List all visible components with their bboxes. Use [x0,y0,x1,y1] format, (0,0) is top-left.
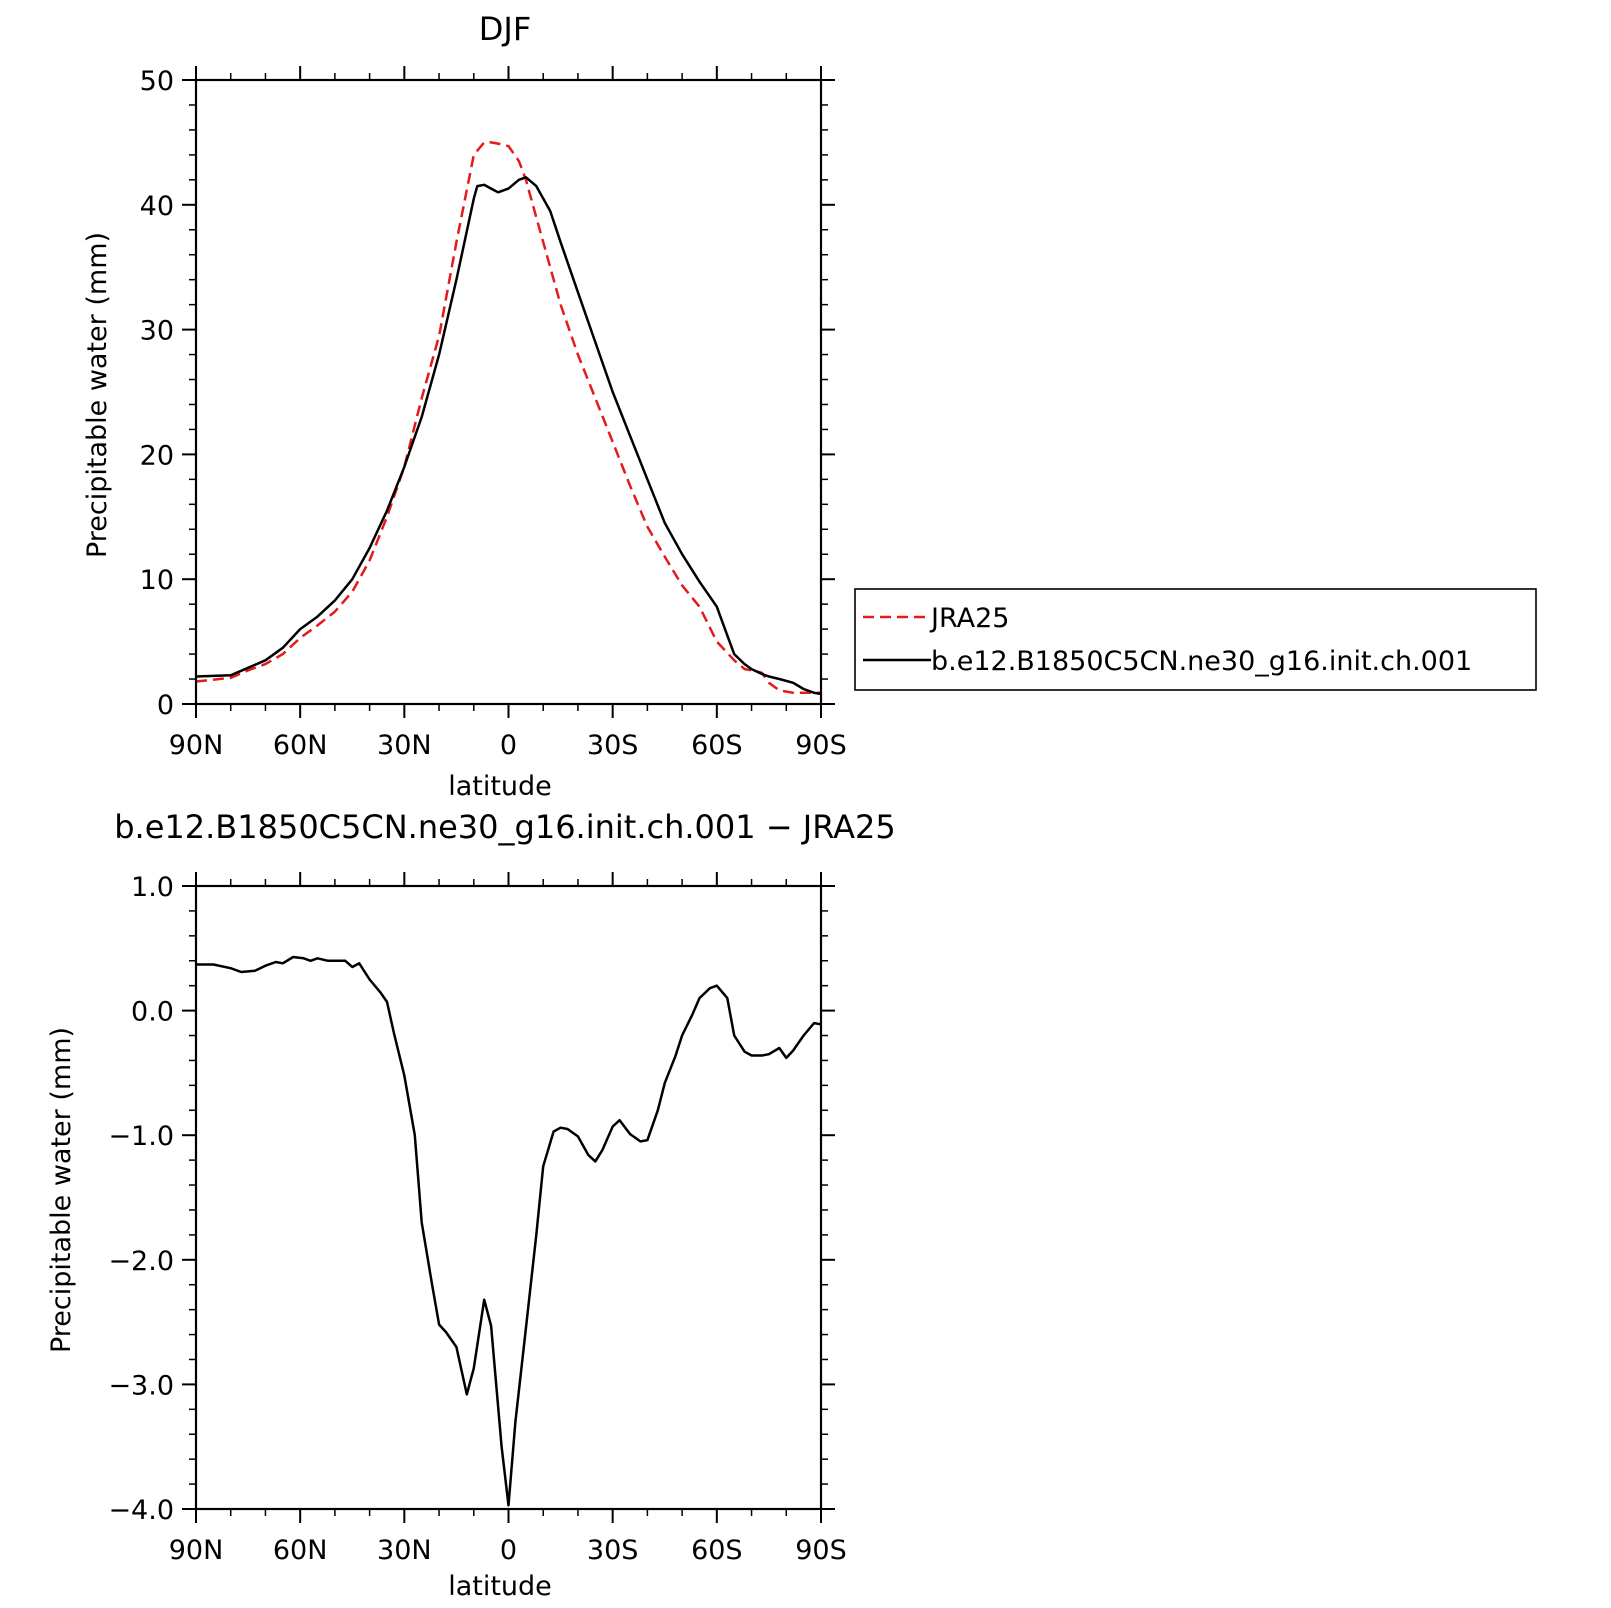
y-tick-label: 10 [140,565,174,596]
y-tick-label: 0.0 [131,997,174,1028]
x-tick-label: 90N [169,730,224,761]
legend-label-jra25: JRA25 [929,603,1009,634]
y-tick-label: −2.0 [108,1246,174,1277]
legend-label-model: b.e12.B1850C5CN.ne30_g16.init.ch.001 [931,646,1472,677]
chart-title: DJF [479,10,531,48]
y-tick-label: −1.0 [108,1121,174,1152]
series-group [195,141,822,696]
axis-ticks: 90N 60N 30N 0 30S 60S 90S 1.0 0.0 −1.0 −2.0 −3.0 −4.… [108,872,847,1566]
difference-panel: b.e12.B1850C5CN.ne30_g16.init.ch.001 − J… [46,808,896,1602]
legend-box [854,588,1537,691]
x-tick-label: 60S [691,1535,743,1566]
y-tick-label: 50 [140,66,174,97]
x-tick-label: 90N [169,1535,224,1566]
x-axis-label: latitude [448,1571,552,1602]
x-tick-label: 90S [795,730,847,761]
x-tick-label: 30N [377,1535,432,1566]
y-tick-label: 0 [157,690,174,721]
x-tick-label: 0 [500,730,517,761]
y-tick-label: 40 [140,191,174,222]
x-tick-label: 60S [691,730,743,761]
x-tick-label: 60N [273,730,328,761]
plot-frame [194,78,823,706]
x-axis-label: latitude [448,771,552,802]
y-tick-label: 20 [140,440,174,471]
x-tick-label: 90S [795,1535,847,1566]
climatology-panel: DJF 90N 60N 30N 0 30S 60S 90S 0 10 20 30 40 50 latit… [82,10,847,802]
series-group [196,955,822,1507]
y-tick-label: 1.0 [131,872,174,903]
x-tick-label: 30S [587,1535,639,1566]
series-line-1 [195,176,822,696]
x-tick-label: 0 [500,1535,517,1566]
y-tick-label: −4.0 [108,1495,174,1526]
legend: JRA25 b.e12.B1850C5CN.ne30_g16.init.ch.0… [854,588,1537,691]
chart-title: b.e12.B1850C5CN.ne30_g16.init.ch.001 − J… [114,808,896,846]
y-tick-label: −3.0 [108,1370,174,1401]
x-tick-label: 60N [273,1535,328,1566]
x-tick-label: 30S [587,730,639,761]
axis-ticks: 90N 60N 30N 0 30S 60S 90S 0 10 20 30 40 50 [140,66,847,761]
y-tick-label: 30 [140,316,174,347]
y-axis-label: Precipitable water (mm) [46,1027,77,1353]
plot-frame [194,884,823,1511]
series-line-0 [195,141,821,695]
y-axis-label: Precipitable water (mm) [82,232,113,558]
series-line-0 [196,955,822,1507]
x-tick-label: 30N [377,730,432,761]
